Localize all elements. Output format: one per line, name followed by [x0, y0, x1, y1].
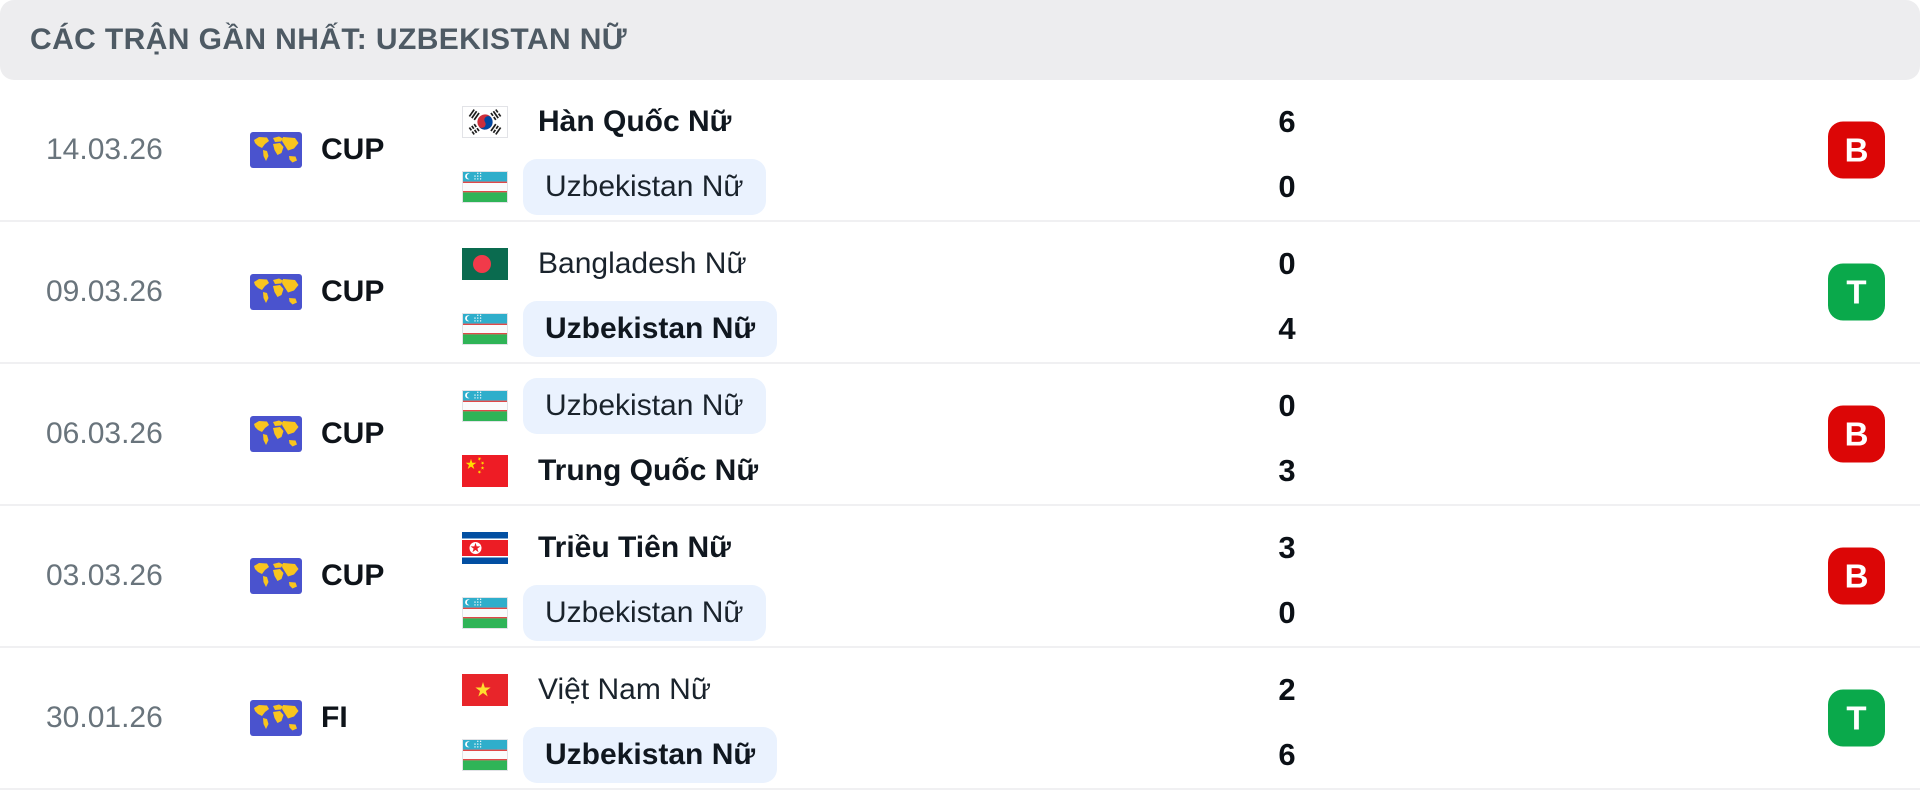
team-name[interactable]: Bangladesh Nữ: [538, 247, 747, 280]
team-line: Uzbekistan Nữ: [462, 585, 766, 641]
world-map-icon: [250, 700, 302, 736]
competition-label: CUP: [321, 417, 385, 450]
team-score: 3: [1278, 453, 1296, 488]
team-line: Uzbekistan Nữ: [462, 727, 778, 783]
match-row[interactable]: 14.03.26 CUP Hàn Quốc Nữ Uzbekistan Nữ 6…: [0, 80, 1920, 222]
team-line: Hàn Quốc Nữ: [462, 94, 731, 150]
team-flag-icon: [462, 313, 508, 345]
competition-cell: CUP: [250, 222, 384, 362]
match-date: 09.03.26: [46, 275, 163, 308]
teams-cell: Hàn Quốc Nữ Uzbekistan Nữ: [462, 80, 1222, 220]
teams-cell: Việt Nam Nữ Uzbekistan Nữ: [462, 648, 1222, 788]
result-badge[interactable]: T: [1828, 689, 1885, 747]
match-row[interactable]: 30.01.26 FI Việt Nam Nữ Uzbekistan Nữ 2 …: [0, 648, 1920, 790]
team-name[interactable]: Uzbekistan Nữ: [523, 727, 778, 783]
match-date: 30.01.26: [46, 701, 163, 734]
team-name[interactable]: Hàn Quốc Nữ: [538, 105, 732, 138]
world-map-icon: [250, 132, 302, 168]
world-map-icon: [250, 558, 302, 594]
world-map-icon: [250, 274, 302, 310]
team-name[interactable]: Uzbekistan Nữ: [523, 378, 766, 434]
team-name[interactable]: Uzbekistan Nữ: [523, 301, 778, 357]
team-line: Việt Nam Nữ: [462, 662, 711, 718]
competition-cell: CUP: [250, 506, 384, 646]
result-badge[interactable]: T: [1828, 263, 1885, 321]
matches-list: 14.03.26 CUP Hàn Quốc Nữ Uzbekistan Nữ 6…: [0, 80, 1920, 790]
team-flag-icon: [462, 390, 508, 422]
competition-label: CUP: [321, 559, 385, 592]
team-name[interactable]: Uzbekistan Nữ: [523, 585, 766, 641]
team-flag-icon: [462, 674, 508, 706]
match-row[interactable]: 06.03.26 CUP Uzbekistan Nữ Trung Quốc Nữ…: [0, 364, 1920, 506]
scores-cell: 0 4: [1247, 222, 1327, 362]
team-score: 0: [1278, 169, 1296, 204]
team-line: Triều Tiên Nữ: [462, 520, 731, 576]
team-score: 4: [1278, 311, 1296, 346]
team-name[interactable]: Việt Nam Nữ: [538, 673, 711, 706]
scores-cell: 6 0: [1247, 80, 1327, 220]
team-score: 2: [1278, 672, 1296, 707]
match-row[interactable]: 03.03.26 CUP Triều Tiên Nữ Uzbekistan Nữ…: [0, 506, 1920, 648]
competition-label: CUP: [321, 275, 385, 308]
teams-cell: Triều Tiên Nữ Uzbekistan Nữ: [462, 506, 1222, 646]
team-line: Uzbekistan Nữ: [462, 378, 766, 434]
teams-cell: Bangladesh Nữ Uzbekistan Nữ: [462, 222, 1222, 362]
team-flag-icon: [462, 248, 508, 280]
scores-cell: 2 6: [1247, 648, 1327, 788]
result-badge[interactable]: B: [1828, 547, 1885, 605]
teams-cell: Uzbekistan Nữ Trung Quốc Nữ: [462, 364, 1222, 504]
team-score: 0: [1278, 246, 1296, 281]
team-line: Uzbekistan Nữ: [462, 301, 778, 357]
team-name[interactable]: Trung Quốc Nữ: [538, 454, 759, 487]
team-flag-icon: [462, 739, 508, 771]
result-badge[interactable]: B: [1828, 405, 1885, 463]
team-line: Uzbekistan Nữ: [462, 159, 766, 215]
competition-label: CUP: [321, 133, 385, 166]
team-score: 6: [1278, 737, 1296, 772]
team-flag-icon: [462, 106, 508, 138]
team-flag-icon: [462, 532, 508, 564]
card-header: CÁC TRẬN GẦN NHẤT: UZBEKISTAN NỮ: [0, 0, 1920, 80]
team-flag-icon: [462, 171, 508, 203]
team-name[interactable]: Uzbekistan Nữ: [523, 159, 766, 215]
team-line: Bangladesh Nữ: [462, 236, 747, 292]
competition-cell: CUP: [250, 364, 384, 504]
card-title: CÁC TRẬN GẦN NHẤT: UZBEKISTAN NỮ: [30, 23, 628, 56]
team-name[interactable]: Triều Tiên Nữ: [538, 531, 731, 564]
team-score: 6: [1278, 104, 1296, 139]
match-date: 03.03.26: [46, 559, 163, 592]
competition-cell: CUP: [250, 80, 384, 220]
team-flag-icon: [462, 597, 508, 629]
match-date: 14.03.26: [46, 133, 163, 166]
match-date: 06.03.26: [46, 417, 163, 450]
result-badge[interactable]: B: [1828, 121, 1885, 179]
scores-cell: 3 0: [1247, 506, 1327, 646]
world-map-icon: [250, 416, 302, 452]
team-flag-icon: [462, 455, 508, 487]
scores-cell: 0 3: [1247, 364, 1327, 504]
team-score: 3: [1278, 530, 1296, 565]
team-score: 0: [1278, 595, 1296, 630]
match-row[interactable]: 09.03.26 CUP Bangladesh Nữ Uzbekistan Nữ…: [0, 222, 1920, 364]
team-score: 0: [1278, 388, 1296, 423]
competition-label: FI: [321, 701, 348, 734]
competition-cell: FI: [250, 648, 348, 788]
team-line: Trung Quốc Nữ: [462, 443, 758, 499]
